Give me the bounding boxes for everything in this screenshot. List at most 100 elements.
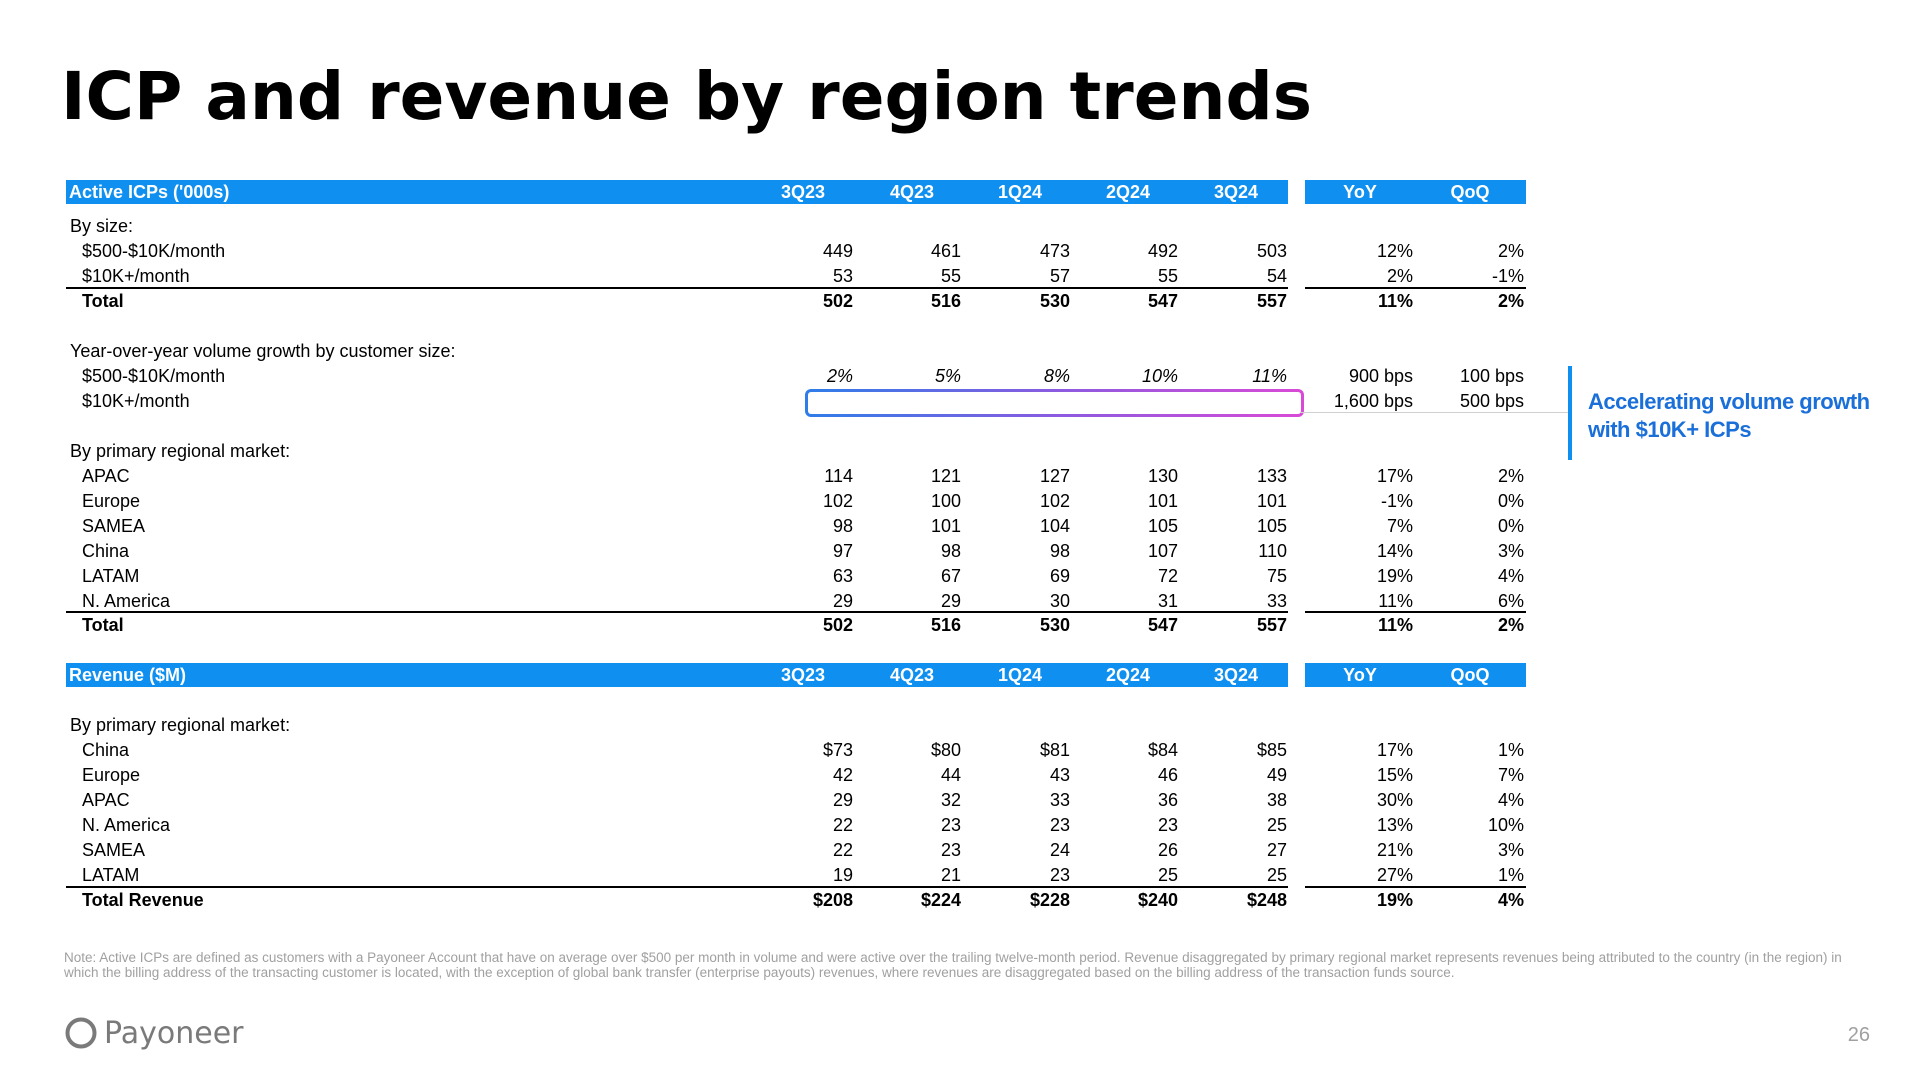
row-value: 98 — [940, 541, 961, 561]
row-yoy: 900 bps — [1348, 366, 1413, 386]
row-yoy: 1,600 bps — [1333, 391, 1413, 411]
row-yoy: 30% — [1376, 790, 1413, 810]
row-value: 449 — [822, 241, 853, 261]
row-value: 55 — [1157, 266, 1178, 286]
growth-highlight-box — [805, 389, 1304, 417]
row-yoy: 11% — [1377, 615, 1413, 635]
page-number: 26 — [1847, 1024, 1870, 1046]
row-value: 557 — [1256, 615, 1287, 635]
row-value: 54 — [1266, 266, 1287, 286]
row-label: SAMEA — [82, 840, 146, 860]
row-value: 127 — [1039, 466, 1070, 486]
row-yoy: -1% — [1380, 491, 1413, 511]
row-value: 25 — [1266, 815, 1287, 835]
yoy-header: YoY — [1343, 665, 1377, 685]
table-header-label: Active ICPs ('000s) — [69, 182, 230, 202]
row-label: Europe — [82, 765, 141, 785]
row-value: 38 — [1266, 790, 1287, 810]
payoneer-logo: Payoneer — [64, 1013, 244, 1053]
row-value: 110 — [1258, 541, 1287, 561]
period-header: 3Q24 — [1213, 665, 1259, 685]
row-qoq: 6% — [1497, 591, 1524, 611]
row-value: 44 — [940, 765, 961, 785]
brand-name: Payoneer — [104, 1015, 244, 1051]
row-yoy: 17% — [1376, 466, 1413, 486]
row-qoq: 0% — [1497, 491, 1524, 511]
row-value: $224 — [920, 890, 961, 910]
row-value: 42 — [832, 765, 853, 785]
row-yoy: 19% — [1376, 566, 1413, 586]
row-value: 503 — [1256, 241, 1287, 261]
row-value: 55 — [940, 266, 961, 286]
row-value: 516 — [930, 291, 961, 311]
row-value: $208 — [812, 890, 853, 910]
total-rule — [66, 611, 1288, 613]
row-label: N. America — [82, 591, 171, 611]
row-value: 25 — [1266, 865, 1287, 885]
row-label: $10K+/month — [82, 391, 190, 411]
row-qoq: 3% — [1497, 840, 1524, 860]
row-label: Total — [82, 291, 124, 311]
row-value: 557 — [1256, 291, 1287, 311]
row-label: Europe — [82, 491, 141, 511]
row-value: 23 — [940, 840, 961, 860]
row-yoy: 13% — [1376, 815, 1413, 835]
row-yoy: 15% — [1376, 765, 1413, 785]
row-value: 105 — [1147, 516, 1178, 536]
row-qoq: 500 bps — [1459, 391, 1524, 411]
row-value: 67 — [940, 566, 961, 586]
row-value: 26 — [1157, 840, 1178, 860]
yoy-header: YoY — [1343, 182, 1377, 202]
total-rule-yoy-qoq — [1305, 611, 1526, 613]
row-value: 57 — [1049, 266, 1070, 286]
row-value: 130 — [1147, 466, 1178, 486]
row-value: 133 — [1256, 466, 1287, 486]
row-yoy: 2% — [1386, 266, 1413, 286]
total-rule — [66, 886, 1288, 888]
row-value: 473 — [1039, 241, 1070, 261]
row-value: $85 — [1256, 740, 1287, 760]
row-value: 27 — [1266, 840, 1287, 860]
row-yoy: 19% — [1376, 890, 1413, 910]
row-value: 32 — [940, 790, 961, 810]
row-value: 29 — [832, 790, 853, 810]
row-qoq: 2% — [1497, 615, 1524, 635]
row-value: 23 — [1157, 815, 1178, 835]
row-value: $228 — [1029, 890, 1070, 910]
row-qoq: 3% — [1497, 541, 1524, 561]
row-label: APAC — [82, 790, 130, 810]
row-value: 102 — [1039, 491, 1070, 511]
table-header-bar-yoy-qoq — [1305, 663, 1526, 687]
row-value: 25 — [1157, 865, 1178, 885]
row-value: 101 — [1256, 491, 1287, 511]
row-value: 492 — [1147, 241, 1178, 261]
row-yoy: 7% — [1386, 516, 1413, 536]
row-yoy: 21% — [1376, 840, 1413, 860]
row-value: 114 — [824, 466, 853, 486]
row-value: $240 — [1137, 890, 1178, 910]
row-value: 2% — [826, 366, 853, 386]
row-value: 69 — [1049, 566, 1070, 586]
table-header-label: Revenue ($M) — [69, 665, 187, 685]
row-label: LATAM — [82, 865, 140, 885]
row-qoq: 2% — [1497, 291, 1524, 311]
row-qoq: 0% — [1497, 516, 1524, 536]
callout-connector — [1300, 412, 1570, 413]
row-value: 121 — [930, 466, 961, 486]
row-yoy: 27% — [1376, 865, 1413, 885]
row-value: $248 — [1246, 890, 1287, 910]
row-value: 31 — [1157, 591, 1178, 611]
row-value: 502 — [822, 615, 853, 635]
row-yoy: 14% — [1376, 541, 1413, 561]
row-value: 33 — [1049, 790, 1070, 810]
row-value: $81 — [1039, 740, 1070, 760]
row-value: 97 — [832, 541, 853, 561]
row-value: 98 — [832, 516, 853, 536]
row-value: 547 — [1147, 615, 1178, 635]
row-yoy: 17% — [1376, 740, 1413, 760]
row-value: 502 — [822, 291, 853, 311]
row-value: 23 — [1049, 865, 1070, 885]
row-qoq: 2% — [1497, 241, 1524, 261]
row-label: SAMEA — [82, 516, 146, 536]
row-value: 46 — [1157, 765, 1178, 785]
